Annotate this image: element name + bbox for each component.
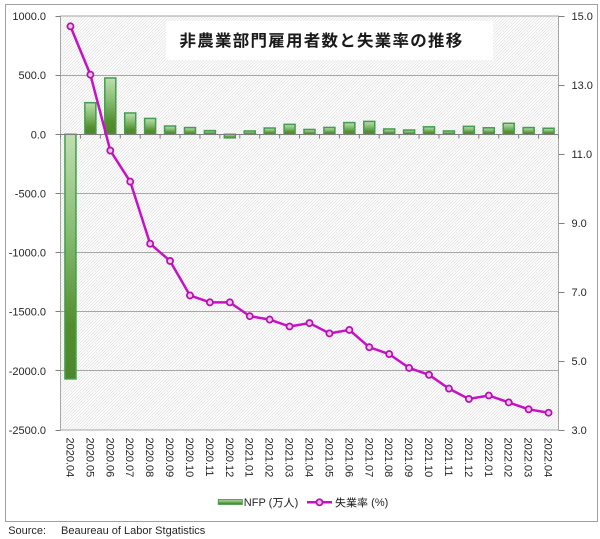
svg-text:Source:: Source: <box>8 525 46 537</box>
svg-text:Beaureau of Labor Stgatistics: Beaureau of Labor Stgatistics <box>61 525 206 537</box>
svg-text:2021.06: 2021.06 <box>342 438 354 478</box>
svg-text:2021.10: 2021.10 <box>422 438 434 478</box>
svg-text:2020.07: 2020.07 <box>123 438 135 478</box>
svg-text:500.0: 500.0 <box>18 70 46 82</box>
svg-text:2021.07: 2021.07 <box>362 438 374 478</box>
svg-text:2021.03: 2021.03 <box>283 438 295 478</box>
svg-text:9.0: 9.0 <box>572 218 587 230</box>
svg-text:2021.09: 2021.09 <box>402 438 414 478</box>
svg-text:0.0: 0.0 <box>31 129 46 141</box>
svg-text:2020.08: 2020.08 <box>143 438 155 478</box>
svg-text:3.0: 3.0 <box>572 425 587 437</box>
svg-text:2020.11: 2020.11 <box>203 438 215 477</box>
svg-text:2022.04: 2022.04 <box>542 438 554 478</box>
svg-text:13.0: 13.0 <box>572 80 593 92</box>
svg-text:2020.10: 2020.10 <box>183 438 195 478</box>
svg-text:2021.08: 2021.08 <box>382 438 394 478</box>
svg-text:2022.01: 2022.01 <box>482 438 494 478</box>
svg-text:15.0: 15.0 <box>572 11 593 23</box>
svg-text:2021.12: 2021.12 <box>462 438 474 478</box>
svg-text:-2000.0: -2000.0 <box>9 366 46 378</box>
svg-text:2021.02: 2021.02 <box>263 438 275 478</box>
svg-text:-500.0: -500.0 <box>15 188 46 200</box>
svg-text:-1000.0: -1000.0 <box>9 248 46 260</box>
svg-text:NFP (: NFP ( <box>244 497 273 509</box>
svg-text:2020.09: 2020.09 <box>163 438 175 478</box>
svg-text:2021.05: 2021.05 <box>322 438 334 478</box>
svg-text:2022.02: 2022.02 <box>502 438 514 478</box>
svg-text:2021.04: 2021.04 <box>303 438 315 478</box>
svg-text:2022.03: 2022.03 <box>522 438 534 478</box>
svg-text:): ) <box>295 497 299 509</box>
svg-text:2020.04: 2020.04 <box>63 438 75 478</box>
svg-text:7.0: 7.0 <box>572 287 587 299</box>
svg-text:2020.12: 2020.12 <box>223 438 235 478</box>
svg-text:(%): (%) <box>368 497 388 509</box>
svg-text:-1500.0: -1500.0 <box>9 307 46 319</box>
svg-text:1000.0: 1000.0 <box>12 11 46 23</box>
svg-text:2021.01: 2021.01 <box>243 438 255 478</box>
svg-text:2020.06: 2020.06 <box>103 438 115 478</box>
svg-text:-2500.0: -2500.0 <box>9 425 46 437</box>
svg-text:11.0: 11.0 <box>572 149 593 161</box>
svg-text:2021.11: 2021.11 <box>442 438 454 477</box>
svg-text:2020.05: 2020.05 <box>83 438 95 478</box>
svg-text:5.0: 5.0 <box>572 356 587 368</box>
